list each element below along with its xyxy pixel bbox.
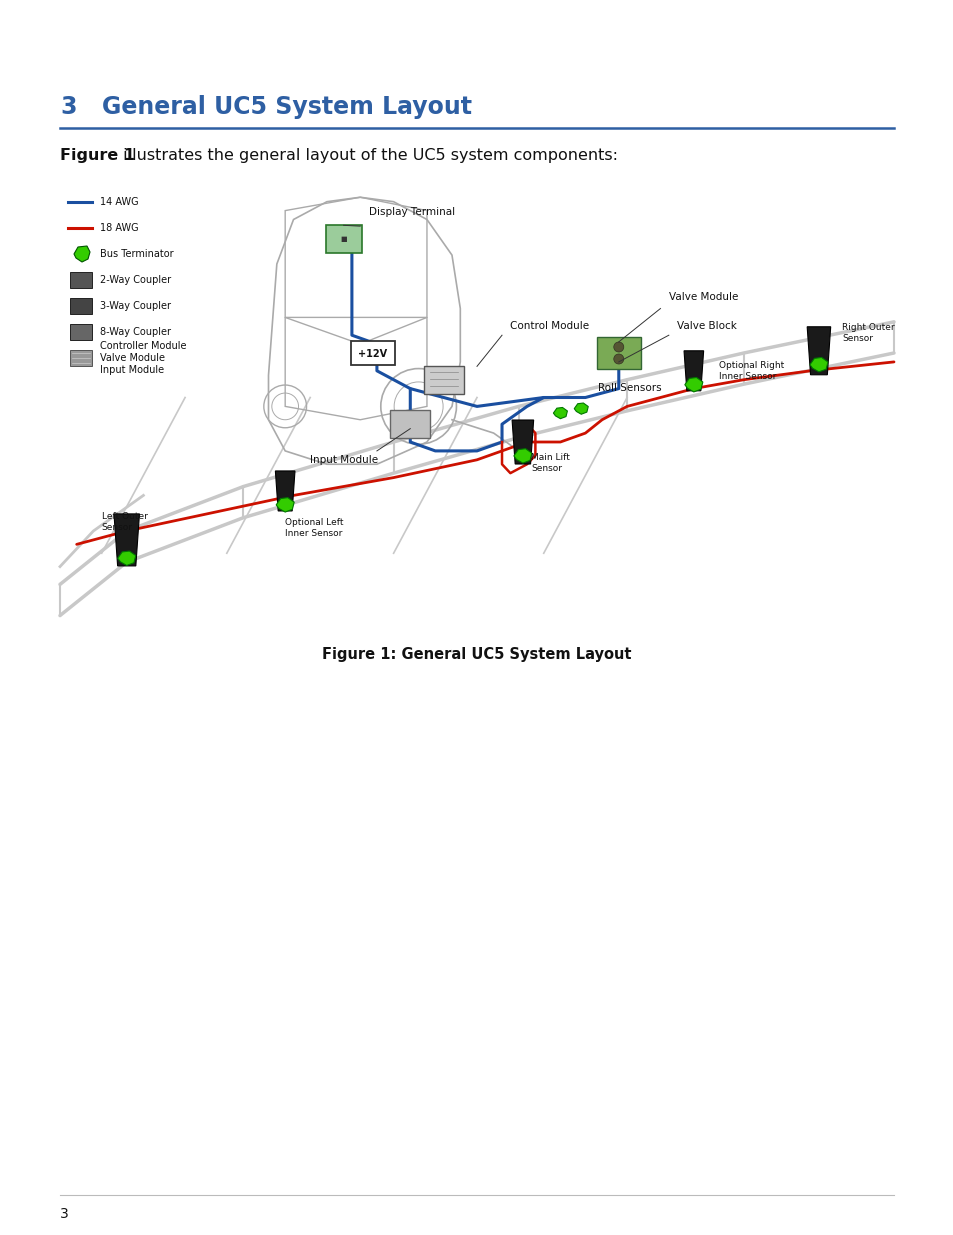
Polygon shape xyxy=(117,551,135,566)
Text: Optional Left
Inner Sensor: Optional Left Inner Sensor xyxy=(285,517,343,537)
Polygon shape xyxy=(683,351,703,390)
Text: Display Terminal: Display Terminal xyxy=(368,207,455,217)
Text: Figure 1: General UC5 System Layout: Figure 1: General UC5 System Layout xyxy=(322,647,631,662)
Text: Figure 1: Figure 1 xyxy=(60,148,135,163)
Polygon shape xyxy=(574,403,588,414)
Bar xyxy=(70,350,91,366)
Circle shape xyxy=(613,354,623,364)
Bar xyxy=(70,272,91,288)
Bar xyxy=(351,341,395,366)
Text: +12V: +12V xyxy=(357,350,387,359)
Text: 3-Way Coupler: 3-Way Coupler xyxy=(100,301,171,311)
Text: General UC5 System Layout: General UC5 System Layout xyxy=(102,95,472,119)
Text: Control Module: Control Module xyxy=(510,321,589,331)
Text: Roll Sensors: Roll Sensors xyxy=(598,383,660,393)
Text: illustrates the general layout of the UC5 system components:: illustrates the general layout of the UC… xyxy=(118,148,618,163)
Bar xyxy=(390,410,430,438)
Text: Controller Module
Valve Module
Input Module: Controller Module Valve Module Input Mod… xyxy=(100,341,186,375)
Polygon shape xyxy=(275,471,294,511)
Polygon shape xyxy=(74,246,90,262)
Bar xyxy=(70,324,91,340)
Polygon shape xyxy=(684,378,702,391)
Bar xyxy=(70,298,91,314)
Bar xyxy=(597,337,640,369)
Text: 18 AWG: 18 AWG xyxy=(100,224,138,233)
Polygon shape xyxy=(113,514,139,566)
Text: Left Outer
Sensor: Left Outer Sensor xyxy=(102,513,148,532)
Text: Valve Module: Valve Module xyxy=(668,291,738,301)
Polygon shape xyxy=(275,498,294,513)
Bar xyxy=(423,366,463,394)
Text: Optional Right
Inner Sensor: Optional Right Inner Sensor xyxy=(719,361,783,380)
Text: 14 AWG: 14 AWG xyxy=(100,198,138,207)
Text: Input Module: Input Module xyxy=(310,454,378,464)
Text: Valve Block: Valve Block xyxy=(677,321,737,331)
Text: 8-Way Coupler: 8-Way Coupler xyxy=(100,327,171,337)
Text: 3: 3 xyxy=(60,95,76,119)
Text: 3: 3 xyxy=(60,1207,69,1221)
Polygon shape xyxy=(512,420,533,464)
Polygon shape xyxy=(553,408,567,419)
Polygon shape xyxy=(514,448,532,463)
Polygon shape xyxy=(809,357,827,372)
Text: 2-Way Coupler: 2-Way Coupler xyxy=(100,275,171,285)
Circle shape xyxy=(613,342,623,352)
Bar xyxy=(325,225,361,253)
Text: Main Lift
Sensor: Main Lift Sensor xyxy=(531,453,570,473)
Text: Right Outer
Sensor: Right Outer Sensor xyxy=(841,322,894,343)
Text: Bus Terminator: Bus Terminator xyxy=(100,249,173,259)
Text: ■: ■ xyxy=(340,236,347,242)
Polygon shape xyxy=(806,327,830,374)
